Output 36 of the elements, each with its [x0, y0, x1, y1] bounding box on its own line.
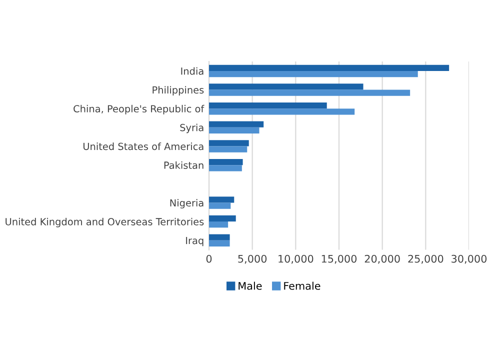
bar [209, 215, 236, 222]
bar [209, 234, 230, 240]
bar [209, 140, 249, 146]
legend-label: Female [284, 282, 320, 290]
bar [209, 196, 234, 203]
y-tick-label: Nigeria [170, 199, 204, 208]
y-tick-label: Iraq [186, 236, 204, 246]
legend-label: Male [238, 282, 262, 290]
y-tick-label: China, People's Republic of [74, 104, 204, 114]
bar [209, 64, 450, 71]
bar [209, 90, 410, 96]
bar [209, 70, 418, 78]
bar [209, 102, 327, 109]
x-tick-label: 10,000 [278, 254, 314, 264]
x-tick-label: 0 [206, 254, 212, 263]
bar [209, 127, 260, 134]
x-tick-label: 30,000 [452, 254, 487, 264]
bar [209, 146, 248, 152]
y-tick-label: Philippines [152, 86, 204, 96]
y-tick-label: Syria [180, 124, 204, 134]
bar [209, 165, 242, 172]
bar [209, 121, 264, 128]
x-tick-label: 15,000 [322, 254, 357, 264]
y-tick-label: India [181, 67, 204, 75]
bar [209, 240, 230, 246]
x-tick-label: 5,000 [238, 254, 267, 264]
bar [209, 108, 355, 115]
y-tick-label: United States of America [83, 142, 204, 150]
bar [209, 202, 231, 209]
x-tick-label: 20,000 [364, 254, 400, 264]
bar [209, 84, 364, 90]
y-tick-label: Pakistan [164, 161, 204, 169]
bar [209, 222, 228, 228]
y-tick-label: United Kingdom and Overseas Territories [6, 218, 204, 228]
bar [209, 158, 243, 166]
x-tick-label: 25,000 [408, 254, 444, 264]
